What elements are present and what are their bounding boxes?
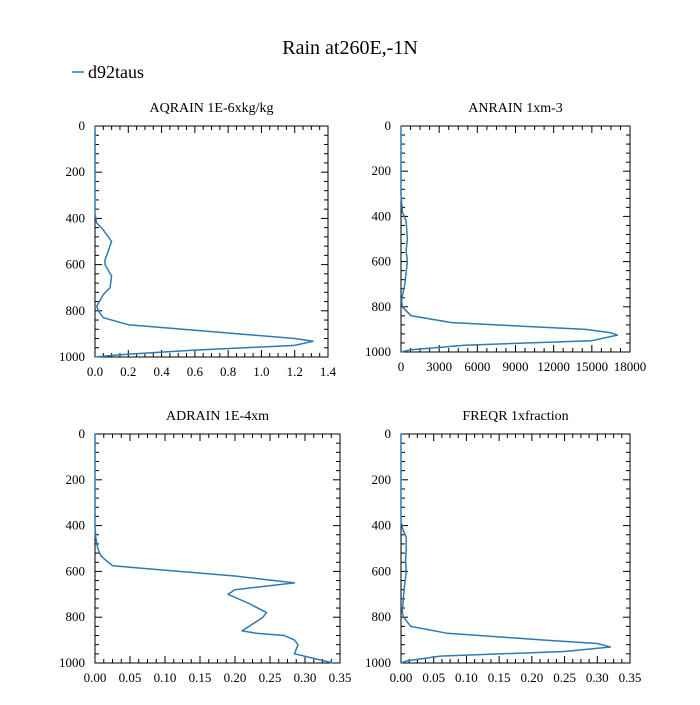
legend: d92taus bbox=[72, 62, 144, 82]
x-tick-label: 0 bbox=[398, 359, 405, 374]
y-tick-label: 600 bbox=[66, 257, 86, 272]
panel-title: ANRAIN 1xm-3 bbox=[468, 101, 563, 116]
y-tick-label: 1000 bbox=[59, 655, 85, 670]
x-tick-label: 0.20 bbox=[520, 670, 543, 685]
x-tick-label: 0.35 bbox=[329, 670, 352, 685]
series-line-d92taus bbox=[94, 126, 314, 358]
y-tick-label: 400 bbox=[66, 210, 86, 225]
y-tick-label: 200 bbox=[66, 472, 86, 487]
y-tick-label: 1000 bbox=[365, 344, 391, 359]
panel-title: ADRAIN 1E-4xm bbox=[166, 409, 269, 424]
y-tick-label: 400 bbox=[66, 518, 86, 533]
y-tick-label: 200 bbox=[372, 163, 392, 178]
y-tick-label: 1000 bbox=[365, 655, 391, 670]
x-tick-label: 0.05 bbox=[119, 670, 142, 685]
panel-title: FREQR 1xfraction bbox=[462, 409, 568, 424]
axes-frame bbox=[94, 125, 329, 358]
x-tick-label: 0.20 bbox=[224, 670, 247, 685]
x-tick-label: 0.15 bbox=[488, 670, 511, 685]
axes-frame bbox=[400, 433, 631, 664]
y-tick-label: 800 bbox=[66, 303, 86, 318]
legend-entry-label: d92taus bbox=[88, 62, 144, 82]
x-tick-label: 0.6 bbox=[187, 364, 204, 379]
y-tick-label: 600 bbox=[66, 563, 86, 578]
y-tick-label: 600 bbox=[372, 254, 392, 269]
y-tick-label: 800 bbox=[372, 609, 392, 624]
x-tick-label: 0.05 bbox=[422, 670, 445, 685]
y-tick-label: 600 bbox=[372, 563, 392, 578]
panel-title: AQRAIN 1E-6xkg/kg bbox=[149, 101, 273, 116]
y-tick-label: 0 bbox=[79, 118, 86, 133]
figure-title: Rain at260E,-1N bbox=[282, 37, 418, 59]
x-tick-label: 0.10 bbox=[154, 670, 177, 685]
x-tick-label: 12000 bbox=[537, 359, 570, 374]
series-line-d92taus bbox=[400, 434, 612, 664]
axes-frame bbox=[400, 125, 631, 353]
x-tick-label: 1.4 bbox=[320, 364, 337, 379]
x-tick-label: 3000 bbox=[426, 359, 452, 374]
x-tick-label: 1.2 bbox=[287, 364, 303, 379]
chart-panel-2: ANRAIN 1xm-3 0 200 400 600 800 1000 0 3000 6000 90… bbox=[365, 101, 646, 374]
y-tick-label: 400 bbox=[372, 208, 392, 223]
x-tick-label: 6000 bbox=[464, 359, 490, 374]
y-tick-label: 200 bbox=[66, 164, 86, 179]
axes-frame bbox=[94, 433, 341, 664]
y-tick-label: 1000 bbox=[59, 349, 85, 364]
x-tick-label: 0.15 bbox=[189, 670, 212, 685]
x-tick-label: 9000 bbox=[503, 359, 529, 374]
x-tick-label: 0.10 bbox=[455, 670, 478, 685]
y-tick-label: 0 bbox=[385, 118, 392, 133]
x-tick-label: 0.25 bbox=[553, 670, 576, 685]
series-line-d92taus bbox=[400, 126, 619, 353]
x-tick-label: 0.2 bbox=[120, 364, 136, 379]
x-tick-label: 0.35 bbox=[619, 670, 642, 685]
x-tick-label: 0.00 bbox=[390, 670, 413, 685]
series-line-d92taus bbox=[94, 434, 334, 664]
x-tick-label: 0.8 bbox=[220, 364, 236, 379]
x-tick-label: 0.30 bbox=[586, 670, 609, 685]
x-tick-label: 1.0 bbox=[253, 364, 269, 379]
y-tick-label: 200 bbox=[372, 472, 392, 487]
x-tick-label: 0.4 bbox=[153, 364, 170, 379]
y-tick-label: 0 bbox=[385, 426, 392, 441]
y-tick-label: 0 bbox=[79, 426, 86, 441]
y-tick-label: 800 bbox=[372, 299, 392, 314]
x-tick-label: 0.00 bbox=[84, 670, 107, 685]
x-tick-label: 0.30 bbox=[294, 670, 317, 685]
x-tick-label: 15000 bbox=[576, 359, 609, 374]
y-tick-label: 800 bbox=[66, 609, 86, 624]
y-tick-label: 400 bbox=[372, 518, 392, 533]
x-tick-label: 0.25 bbox=[259, 670, 282, 685]
x-tick-label: 0.0 bbox=[87, 364, 103, 379]
x-tick-label: 18000 bbox=[614, 359, 647, 374]
